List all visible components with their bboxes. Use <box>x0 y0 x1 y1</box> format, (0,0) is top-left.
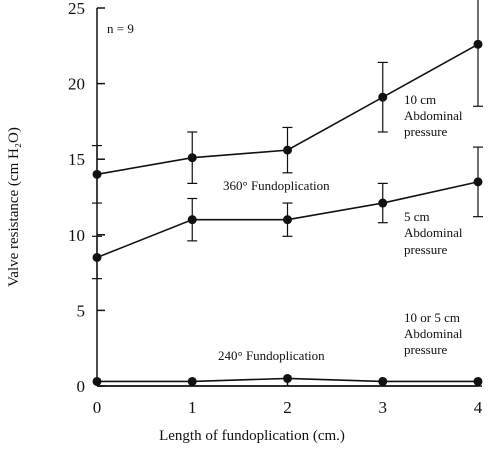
pressure-5cm-line3: pressure <box>404 242 448 257</box>
data-point <box>378 198 388 208</box>
data-point <box>283 373 292 383</box>
x-tick-label: 4 <box>474 398 483 417</box>
y-tick-label: 5 <box>77 301 86 320</box>
x-axis-title: Length of fundoplication (cm.) <box>159 428 345 444</box>
y-axis-title: Valve resistance (cm H₂O) <box>6 127 22 287</box>
data-point <box>473 39 483 49</box>
data-point <box>473 177 483 187</box>
series-3 <box>92 373 483 386</box>
y-tick-label: 25 <box>68 0 85 18</box>
fundoplication-240-label: 240° Fundoplication <box>218 348 325 363</box>
pressure-10cm-line3: pressure <box>404 124 448 139</box>
data-point <box>378 376 388 386</box>
data-point <box>473 376 483 386</box>
x-tick-label: 1 <box>188 398 197 417</box>
annotations: n = 9 360° Fundoplication 240° Fundoplic… <box>107 21 463 363</box>
data-point <box>187 376 197 386</box>
x-tick-label: 3 <box>379 398 388 417</box>
pressure-5cm-line1: 5 cm <box>404 209 430 224</box>
series-layer <box>92 0 483 387</box>
data-point <box>187 215 197 225</box>
data-point <box>92 252 102 262</box>
data-point <box>187 153 197 163</box>
x-tick-label: 0 <box>93 398 102 417</box>
pressure-10or5cm-line2: Abdominal <box>404 326 463 341</box>
pressure-5cm-line2: Abdominal <box>404 225 463 240</box>
sample-size-label: n = 9 <box>107 21 134 36</box>
y-tick-label: 10 <box>68 226 85 245</box>
y-tick-label: 15 <box>68 150 85 169</box>
data-point <box>283 145 292 155</box>
data-point <box>378 92 388 102</box>
fundoplication-360-label: 360° Fundoplication <box>223 178 330 193</box>
pressure-10cm-line1: 10 cm <box>404 92 436 107</box>
pressure-10cm-line2: Abdominal <box>404 108 463 123</box>
pressure-10or5cm-line3: pressure <box>404 342 448 357</box>
series-2 <box>92 146 483 280</box>
series-1 <box>92 0 483 204</box>
data-point <box>283 215 292 225</box>
pressure-10or5cm-line1: 10 or 5 cm <box>404 310 460 325</box>
y-tick-label: 0 <box>77 377 86 396</box>
y-tick-label: 20 <box>68 75 85 94</box>
x-tick-label: 2 <box>283 398 292 417</box>
data-point <box>92 376 102 386</box>
data-point <box>92 169 102 179</box>
